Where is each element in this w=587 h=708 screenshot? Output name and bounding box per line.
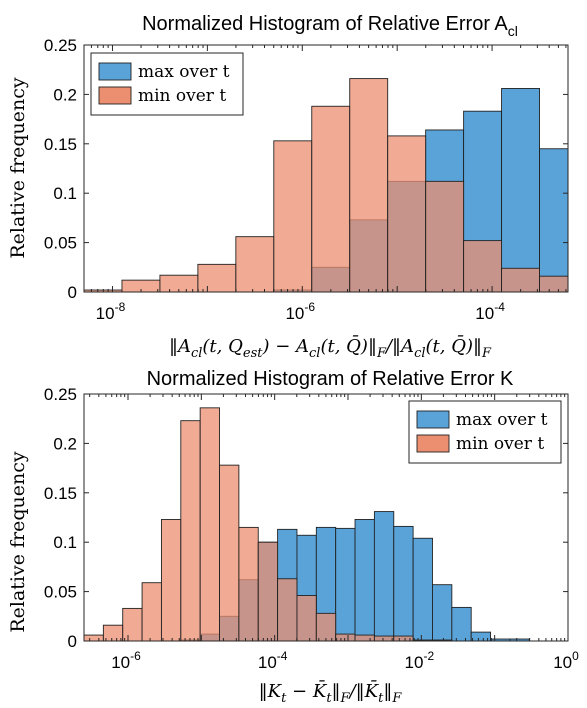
histogram-bar — [83, 634, 104, 642]
histogram-bar — [335, 633, 356, 642]
histogram-bar — [451, 606, 472, 642]
x-tick-label: 10-8 — [96, 300, 126, 323]
chart-relative-error-acl: Normalized Histogram of Relative Error A… — [7, 13, 569, 361]
series-min-over-t — [83, 407, 453, 642]
histogram-bar — [463, 240, 503, 293]
y-tick-label: 0.05 — [44, 583, 77, 602]
histogram-bar — [315, 612, 337, 642]
histogram-bar — [387, 135, 427, 293]
histogram-bar — [160, 519, 182, 642]
histogram-bar — [425, 180, 465, 293]
histogram-bar — [335, 527, 356, 642]
x-tick-label: 10-6 — [111, 649, 141, 672]
legend-label: min over t — [456, 434, 544, 454]
legend-label: min over t — [138, 86, 226, 106]
histogram-bar — [273, 140, 313, 293]
legend-swatch — [416, 410, 450, 429]
y-tick-label: 0.15 — [44, 135, 77, 154]
y-tick-label: 0.05 — [44, 234, 77, 253]
x-axis-label: ‖Kt − K̄t‖F/‖K̄t‖F — [259, 679, 403, 706]
legend-swatch — [98, 62, 132, 81]
y-tick-label: 0.25 — [44, 36, 77, 55]
x-tick-label: 10-6 — [285, 300, 315, 323]
legend-label: max over t — [138, 62, 230, 82]
histogram-bar — [373, 511, 395, 642]
histogram-bar — [432, 584, 453, 642]
histogram-bar — [501, 88, 540, 293]
histogram-bar — [199, 407, 220, 642]
y-tick-label: 0 — [68, 283, 77, 302]
y-tick-label: 0.1 — [53, 533, 77, 552]
legend: max over t min over t — [408, 400, 562, 464]
y-axis-label: Relative frequency — [7, 451, 29, 633]
histogram-bar — [311, 105, 351, 293]
histogram-bar — [122, 607, 143, 642]
y-tick-label: 0.2 — [53, 85, 77, 104]
histogram-bar — [238, 526, 259, 642]
x-tick-label: 10-4 — [258, 649, 288, 672]
legend-swatch — [416, 434, 450, 453]
y-tick-label: 0 — [68, 632, 77, 651]
histogram-bar — [296, 595, 317, 642]
histogram-bar — [349, 78, 389, 293]
histogram-bar — [539, 275, 569, 293]
y-tick-label: 0.2 — [53, 434, 77, 453]
chart-relative-error-k: Normalized Histogram of Relative Error K… — [7, 368, 579, 706]
series-min-over-t — [83, 78, 569, 293]
svg-text:Relative frequency: Relative frequency — [7, 451, 29, 633]
axes-frame — [83, 44, 569, 293]
x-tick-label: 10-4 — [475, 300, 505, 323]
histogram-bar — [354, 634, 375, 642]
histogram-bar — [141, 582, 162, 642]
histogram-bar — [197, 263, 237, 293]
x-tick-label: 10-2 — [405, 649, 435, 672]
histogram-bar — [393, 525, 414, 642]
histogram-bar — [257, 541, 279, 642]
histogram-bar — [180, 420, 201, 642]
y-tick-label: 0.15 — [44, 484, 77, 503]
chart-title: Normalized Histogram of Relative Error K — [147, 368, 514, 390]
histogram-bar — [539, 148, 569, 293]
legend-label: max over t — [456, 410, 548, 430]
y-tick-label: 0.25 — [44, 385, 77, 404]
svg-text:‖Acl(t, Qest) − Acl(t, Q̄)‖F/‖: ‖Acl(t, Qest) − Acl(t, Q̄)‖F/‖Acl(t, Q̄)… — [169, 334, 492, 361]
histogram-bar — [373, 635, 395, 642]
legend-swatch — [98, 86, 132, 105]
legend: max over t min over t — [90, 52, 244, 116]
histogram-bar — [219, 464, 240, 642]
x-axis-label: ‖Acl(t, Qest) − Acl(t, Q̄)‖F/‖Acl(t, Q̄)… — [169, 334, 492, 361]
histogram-bar — [412, 537, 433, 642]
svg-text:‖Kt − K̄t‖F/‖K̄t‖F: ‖Kt − K̄t‖F/‖K̄t‖F — [259, 679, 403, 706]
y-axis-label: Relative frequency — [7, 77, 29, 259]
histogram-bar — [501, 267, 540, 293]
histogram-bar — [354, 519, 375, 642]
svg-text:Relative frequency: Relative frequency — [7, 77, 29, 259]
chart-title: Normalized Histogram of Relative Error A… — [142, 13, 518, 39]
histogram-bar — [235, 236, 275, 293]
y-tick-label: 0.1 — [53, 184, 77, 203]
histogram-bar — [277, 578, 298, 642]
x-tick-label: 100 — [553, 649, 579, 672]
